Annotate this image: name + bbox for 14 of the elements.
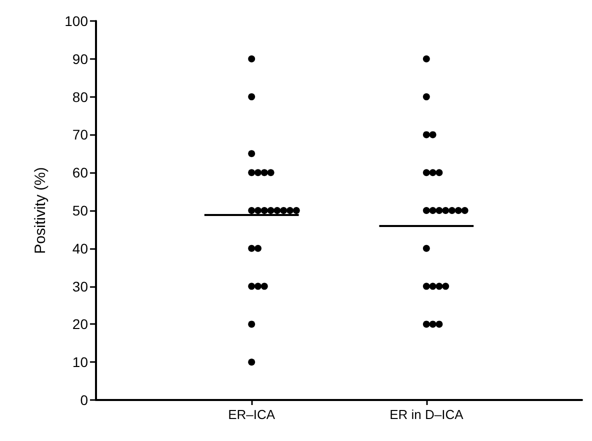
y-tick-label: 100	[64, 13, 88, 29]
x-tick-label: ER in D–ICA	[390, 407, 464, 422]
y-tick-label: 20	[72, 316, 88, 332]
y-axis-title: Positivity (%)	[32, 167, 49, 254]
y-tick-label: 70	[72, 126, 88, 143]
y-tick-label: 90	[72, 50, 88, 67]
x-tick-label: ER–ICA	[228, 407, 276, 422]
y-tick-label: 50	[72, 202, 88, 218]
y-tick-label: 80	[72, 88, 88, 105]
y-tick-label: 0	[80, 392, 88, 408]
y-tick-label: 40	[72, 240, 88, 256]
y-tick-label: 10	[72, 354, 88, 370]
y-tick-label: 30	[72, 278, 88, 294]
y-tick-label: 60	[72, 164, 88, 181]
